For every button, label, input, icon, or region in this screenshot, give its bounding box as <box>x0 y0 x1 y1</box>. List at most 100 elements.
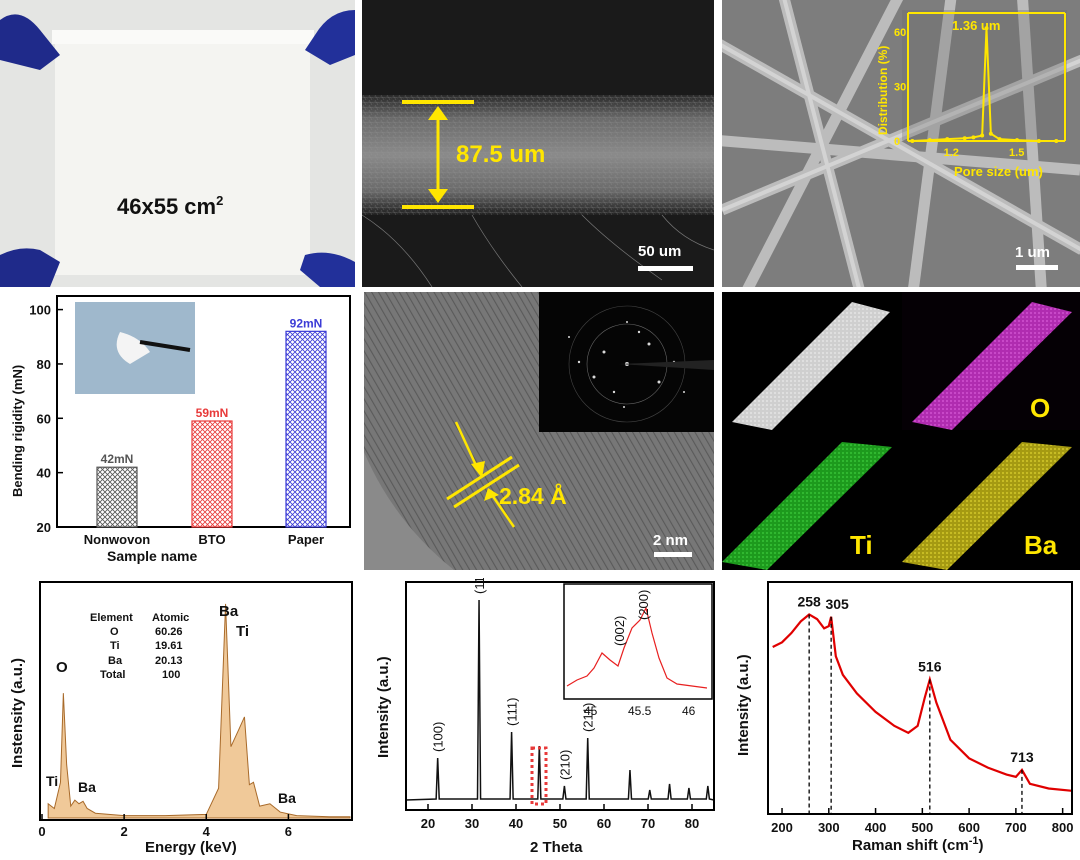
x-tick-label: 600 <box>958 820 980 835</box>
oxygen-map <box>902 292 1080 430</box>
barium-map <box>902 432 1080 570</box>
scale-bar-label: 50 um <box>638 243 681 260</box>
xrd-panel: 20 30 40 50 60 70 80 (100) (110) (111) (210) (211) … <box>362 578 720 860</box>
data-point <box>984 26 989 31</box>
x-tick-label: Nonwovon <box>84 532 150 547</box>
y-tick-label: 40 <box>37 466 51 481</box>
table-cell: 19.61 <box>155 640 183 652</box>
y-axis-label: Intensity (a.u.) <box>375 656 392 758</box>
composition-table: Element Atomic O 60.26 Ti 19.61 Ba 20.13… <box>90 612 189 681</box>
peak-label: (110) <box>472 578 487 594</box>
y-tick-label: 60 <box>37 411 51 426</box>
x-tick-label: 40 <box>509 816 523 831</box>
y-axis-label: Instensity (a.u.) <box>9 658 26 768</box>
bar <box>285 330 327 528</box>
d-spacing-label: 2.84 Å <box>499 482 567 509</box>
pore-peak-label: 1.36 um <box>952 18 1000 33</box>
haadf-map <box>722 292 900 430</box>
photo-image: 46x55 cm2 <box>0 0 355 287</box>
sem-fiber-panel: 1.36 um Pore size (um) Distribution (%) … <box>722 0 1080 287</box>
x-axis-label: Energy (keV) <box>145 839 237 856</box>
size-label: 46x55 cm2 <box>117 193 223 219</box>
x-tick-label: 1.2 <box>944 147 959 159</box>
inset-frame <box>563 583 713 700</box>
x-tick-label: 300 <box>818 820 840 835</box>
pore-ylabel: Distribution (%) <box>876 46 890 135</box>
hrtem-panel: 2.84 Å 2 nm <box>364 292 714 570</box>
titanium-map <box>722 432 900 570</box>
y-axis-label: Bending rigidity (mN) <box>10 365 25 497</box>
y-tick-label: 60 <box>894 27 906 39</box>
photo-panel: 46x55 cm2 <box>0 0 355 287</box>
table-cell: Ba <box>108 655 123 667</box>
y-tick-label: 0 <box>894 136 900 148</box>
data-point <box>988 131 993 136</box>
pore-xlabel: Pore size (um) <box>954 164 1043 179</box>
y-tick-label: 20 <box>37 520 51 535</box>
data-point <box>980 133 985 138</box>
peak-label: 516 <box>918 658 942 674</box>
x-tick-label: BTO <box>198 532 225 547</box>
table-cell: 100 <box>162 669 180 681</box>
inset-line <box>566 606 708 689</box>
table-cell: Total <box>100 669 125 681</box>
bar-value-label: 92mN <box>290 316 323 330</box>
titanium-label: Ti <box>850 530 873 560</box>
plot-frame <box>767 581 1073 815</box>
inset-label: (002) <box>612 616 627 646</box>
x-tick-label: 0 <box>38 824 45 839</box>
data-point <box>971 135 976 140</box>
peak-label-o: O <box>56 659 68 676</box>
table-cell: 60.26 <box>155 626 183 638</box>
plot-frame <box>39 581 353 821</box>
bar <box>191 420 233 528</box>
inset-tick: 45.5 <box>628 704 652 718</box>
highlight-box <box>530 746 548 806</box>
x-tick-label: 20 <box>421 816 435 831</box>
peak-label: (210) <box>557 750 572 780</box>
table-cell: O <box>110 626 119 638</box>
inset-tick: 46 <box>682 704 696 718</box>
sem-cross-section-panel: 87.5 um 50 um <box>362 0 714 287</box>
bar-value-label: 59mN <box>196 406 229 420</box>
raman-panel: 200 300 400 500 600 700 800 258 305 516 713 Raman … <box>722 578 1080 860</box>
x-tick-label: 400 <box>865 820 887 835</box>
raman-spectrum-line <box>772 613 1073 792</box>
x-tick-label: 200 <box>771 820 793 835</box>
table-header: Element <box>90 612 133 624</box>
inset-tick: 45 <box>584 704 598 718</box>
peak-label-ti-main: Ti <box>236 623 249 640</box>
x-tick-label: 1.5 <box>1009 147 1024 159</box>
bar-value-label: 42mN <box>101 452 134 466</box>
peak-label-ba-high: Ba <box>278 790 296 806</box>
peak-label: (211) <box>581 703 596 732</box>
peak-label-ba: Ba <box>78 779 96 795</box>
x-axis-label: 2 Theta <box>530 839 583 856</box>
y-axis-label: Intensity (a.u.) <box>735 654 752 756</box>
x-tick-label: 70 <box>641 816 655 831</box>
table-header: Atomic <box>152 612 189 624</box>
scale-bar-label: 1 um <box>1015 244 1050 261</box>
inset-label: (200) <box>636 590 651 620</box>
peak-label: 713 <box>1010 749 1034 765</box>
peak-label: (111) <box>505 698 520 726</box>
data-point <box>962 136 967 141</box>
x-axis-label: Raman shift (cm-1) <box>852 835 983 854</box>
table-cell: Ti <box>110 640 120 652</box>
x-axis-label: Sample name <box>107 548 197 564</box>
peak-label: 258 <box>797 593 821 609</box>
y-tick-label: 80 <box>37 357 51 372</box>
table-cell: 20.13 <box>155 655 183 667</box>
eds-spectrum-area <box>47 603 351 819</box>
eds-spectrum-panel: 0 2 4 6 Element Atomic O 60.26 Ti 19.61 Ba … <box>0 578 360 860</box>
x-tick-label: 80 <box>685 816 699 831</box>
x-tick-label: 700 <box>1005 820 1027 835</box>
oxygen-label: O <box>1030 393 1050 423</box>
bar <box>96 466 138 528</box>
x-tick-label: 6 <box>285 824 292 839</box>
bending-chart-panel: 20 40 60 80 100 42mN Nonwovon 59mN BTO 92mN Paper … <box>0 292 358 577</box>
peak-label-ti: Ti <box>46 773 58 789</box>
peak-label: 305 <box>825 596 849 612</box>
x-tick-label: 2 <box>121 824 128 839</box>
x-tick-label: Paper <box>288 532 324 547</box>
